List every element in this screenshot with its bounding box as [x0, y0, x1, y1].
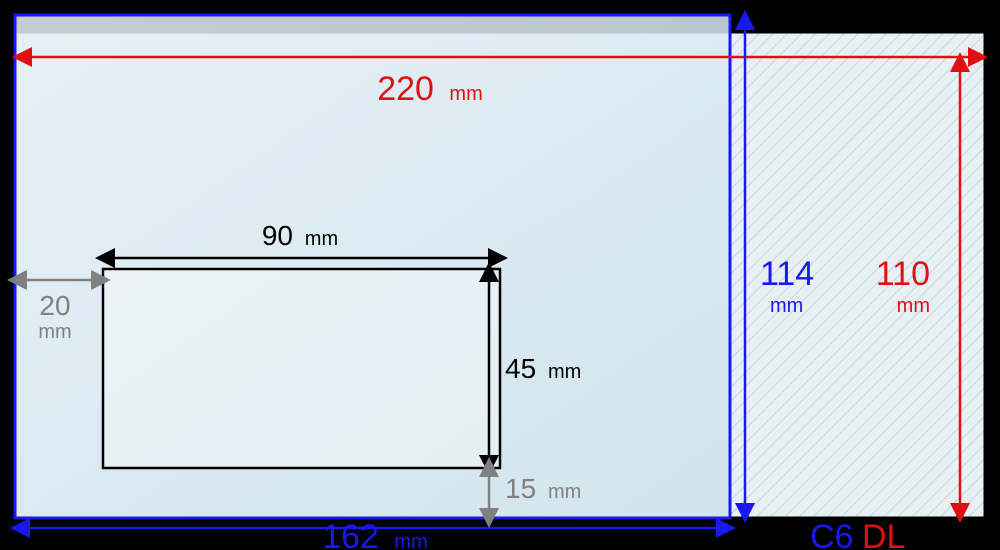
legend: C6 DL — [810, 518, 905, 550]
c6-height-value: 114 — [760, 255, 814, 293]
legend-dl: DL — [862, 518, 905, 550]
dl-height-value: 110 — [876, 255, 930, 293]
dim-c6-width: 162 mm — [28, 518, 718, 550]
c6-height-unit: mm — [770, 295, 803, 317]
win-width-value: 90 — [262, 220, 293, 251]
dl-width-unit: mm — [449, 83, 482, 105]
win-height-value: 45 — [505, 353, 536, 384]
legend-c6: C6 — [810, 518, 853, 550]
window-rect — [103, 269, 500, 468]
margin-left-unit: mm — [38, 321, 71, 343]
win-height-unit: mm — [548, 361, 581, 383]
svg-text:114: 114 — [760, 255, 814, 293]
dl-width-value: 220 — [377, 70, 434, 108]
svg-text:162 mm: 162 mm — [322, 518, 428, 550]
margin-left-value: 20 — [39, 290, 70, 321]
svg-text:110: 110 — [876, 255, 930, 293]
c6-width-unit: mm — [394, 531, 427, 550]
c6-width-value: 162 — [322, 518, 379, 550]
margin-bot-value: 15 — [505, 473, 536, 504]
win-width-unit: mm — [305, 228, 338, 250]
margin-bot-unit: mm — [548, 481, 581, 503]
dl-height-unit: mm — [897, 295, 930, 317]
